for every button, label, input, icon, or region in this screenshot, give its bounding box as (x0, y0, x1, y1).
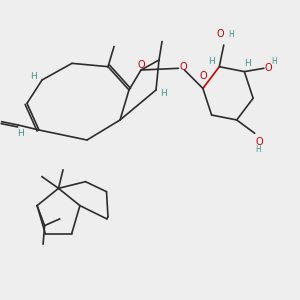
Text: H: H (208, 57, 215, 66)
Text: H: H (228, 30, 234, 39)
Text: O: O (265, 63, 272, 73)
Text: O: O (137, 60, 145, 70)
Text: H: H (18, 129, 24, 138)
Text: O: O (255, 136, 263, 147)
Text: O: O (200, 71, 207, 81)
Text: H: H (255, 145, 261, 154)
Text: O: O (217, 29, 225, 39)
Text: H: H (160, 89, 167, 98)
Text: H: H (272, 57, 277, 66)
Text: O: O (180, 62, 188, 72)
Text: H: H (30, 72, 36, 81)
Text: H: H (244, 59, 251, 68)
